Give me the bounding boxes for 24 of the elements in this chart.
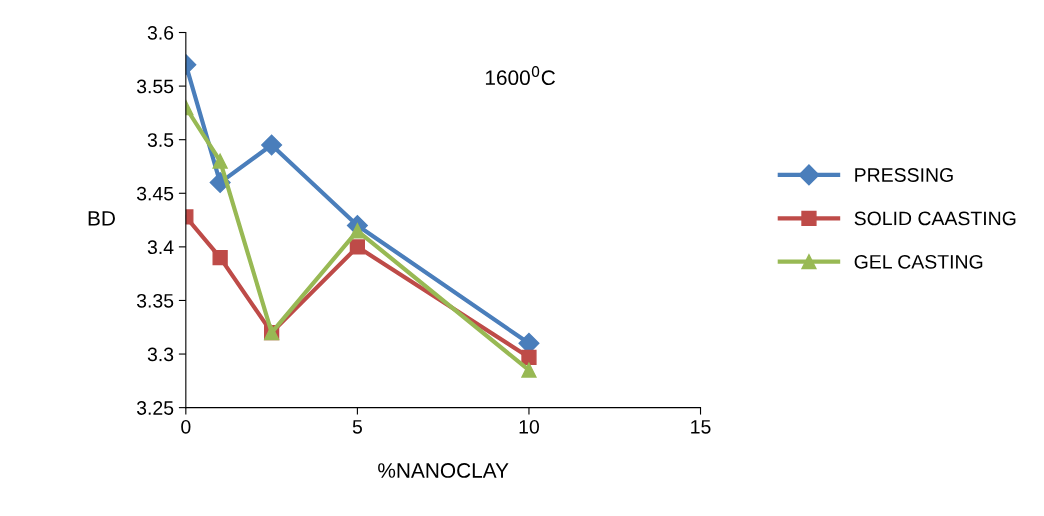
x-tick-label: 5 [352,420,362,434]
point [212,249,228,266]
y-tick-label: 3.3 [147,347,174,362]
point [521,362,537,378]
y-tick-label: 3.5 [147,133,174,147]
annotation: 1600$^{0}$C [485,66,555,86]
point [261,134,283,156]
point [349,239,366,255]
x-tick-label: 15 [691,420,711,434]
y-tick-label: 3.25 [136,401,174,415]
legend-label: SOLID CAASTING [854,211,1016,226]
x-tick-label: 0 [181,419,191,434]
y-tick-label: 3.6 [147,25,174,40]
legend-label: PRESSING [855,168,953,182]
y-tick-label: 3.45 [136,186,174,201]
y-tick-label: 3.4 [147,240,174,255]
legend-label: GEL CASTING [854,254,983,269]
y-tick-label: 3.35 [136,293,174,308]
x-tick-label: 10 [519,419,540,434]
point [212,153,228,169]
x-axis-title: %NANOCLAY [378,463,509,478]
y-axis-title: BD [88,211,115,226]
point [521,349,537,365]
y-tick-label: 3.55 [136,79,174,94]
